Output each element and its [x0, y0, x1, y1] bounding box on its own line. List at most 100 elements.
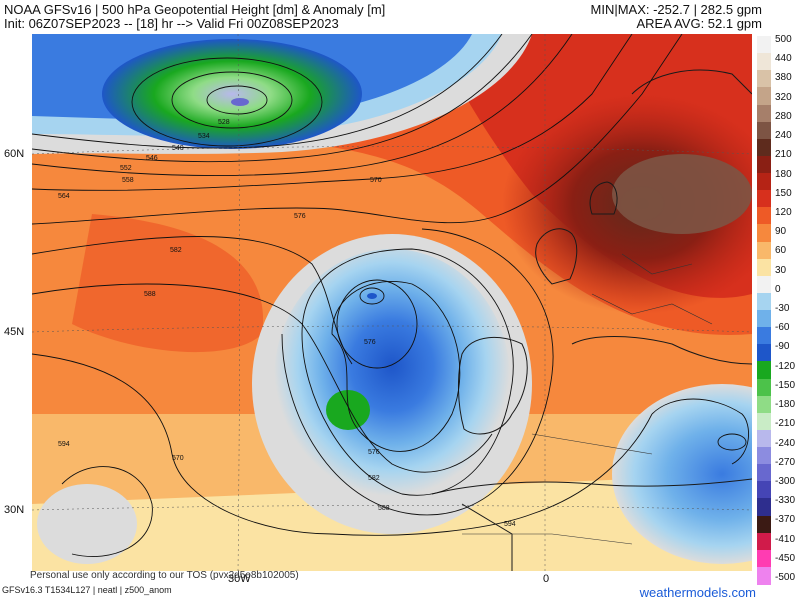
- mediterranean-low-anomaly: [612, 384, 752, 564]
- colorbar-label: -410: [775, 533, 796, 545]
- contour-label: 534: [198, 133, 210, 140]
- greenland-low-core: [102, 39, 362, 149]
- colorbar-swatch: [757, 515, 771, 534]
- colorbar-label: 210: [775, 149, 792, 161]
- colorbar-swatch: [757, 138, 771, 157]
- contour-label: 588: [144, 291, 156, 298]
- colorbar-swatch: [757, 121, 771, 140]
- contour-label: 564: [58, 193, 70, 200]
- model-info: GFSv16.3 T1534L127 | neatl | z500_anom: [2, 585, 172, 595]
- colorbar-label: -150: [775, 379, 796, 391]
- terms-of-service-note: Personal use only according to our TOS (…: [30, 570, 299, 581]
- height-contours: [32, 34, 749, 557]
- brand-link[interactable]: weathermodels.com: [639, 585, 756, 600]
- colorbar-swatch: [757, 378, 771, 397]
- colorbar-label: -210: [775, 418, 796, 430]
- colorbar-swatch: [757, 292, 771, 311]
- colorbar-label: -90: [775, 341, 790, 353]
- colorbar-label: 180: [775, 168, 792, 180]
- colorbar-label: 0: [775, 283, 781, 295]
- colorbar-label: -370: [775, 514, 796, 526]
- contour-label: 528: [218, 119, 230, 126]
- colorbar-label: -120: [775, 360, 796, 372]
- colorbar-swatch: [757, 447, 771, 465]
- cutoff-low-anomaly: [274, 249, 510, 509]
- colorbar-swatch: [757, 498, 771, 516]
- contour-label: 576: [294, 213, 306, 220]
- contour-label: 540: [172, 145, 184, 152]
- colorbar-swatch: [757, 361, 771, 379]
- colorbar-swatch: [757, 190, 771, 208]
- lon-label-30w: 30W: [228, 573, 251, 585]
- contour-label: 594: [504, 521, 516, 528]
- contour-label: 570: [172, 455, 184, 462]
- graticule: [32, 34, 752, 571]
- colorbar-label: -500: [775, 572, 796, 583]
- contour-label: 588: [378, 505, 390, 512]
- lat-label-60n: 60N: [4, 148, 25, 160]
- colorbar-swatch: [757, 310, 771, 328]
- contour-label: 582: [368, 475, 380, 482]
- colorbar-swatch: [757, 532, 771, 551]
- contour-label: 594: [58, 441, 70, 448]
- colorbar-label: 150: [775, 187, 792, 199]
- contour-label: 546: [146, 155, 158, 162]
- colorbar-label: -330: [775, 495, 796, 507]
- southwest-low-anomaly: [37, 484, 137, 564]
- colorbar-swatch: [757, 395, 771, 414]
- area-average-stat: AREA AVG: 52.1 gpm: [636, 16, 763, 31]
- map-title: NOAA GFSv16 | 500 hPa Geopotential Heigh…: [4, 2, 386, 17]
- anomaly-west-warm: [72, 214, 264, 353]
- colorbar-label: 320: [775, 91, 792, 103]
- colorbar-label: -180: [775, 399, 796, 411]
- colorbar-swatch: [757, 207, 771, 225]
- colorbar-label: -30: [775, 303, 790, 314]
- colorbar-label: 240: [775, 130, 792, 142]
- lat-label-45n: 45N: [4, 326, 25, 338]
- colorbar-label: -300: [775, 475, 796, 487]
- colorbar-swatch: [757, 429, 771, 448]
- colorbar-swatch: [757, 566, 771, 585]
- low-center-markers: [231, 98, 377, 299]
- colorbar-swatch: [757, 549, 771, 568]
- colorbar-label: -60: [775, 322, 790, 334]
- colorbar-swatch: [757, 344, 771, 362]
- contour-labels: 528 534 540 546 552 558 564 570 576 582 …: [58, 119, 516, 528]
- lon-label-0: 0: [543, 573, 550, 585]
- colorbar-swatch: [757, 36, 771, 54]
- colorbar-label: 30: [775, 264, 787, 276]
- colorbar-swatch: [757, 173, 771, 191]
- colorbar-swatch: [757, 53, 771, 71]
- colorbar-label: -270: [775, 456, 796, 468]
- colorbar-swatch: [757, 87, 771, 105]
- lat-label-30n: 30N: [4, 504, 25, 516]
- colorbar-swatch: [757, 241, 771, 260]
- cutoff-low-core: [326, 390, 370, 430]
- colorbar-label: 280: [775, 110, 792, 122]
- colorbar-swatch: [757, 327, 771, 345]
- colorbar-label: 120: [775, 206, 792, 218]
- colorbar-label: 380: [775, 72, 792, 84]
- colorbar-swatch: [757, 481, 771, 499]
- colorbar-label: -240: [775, 437, 796, 449]
- contour-label: 576: [368, 449, 380, 456]
- colorbar-swatch: [757, 155, 771, 174]
- min-max-stat: MIN|MAX: -252.7 | 282.5 gpm: [590, 2, 763, 17]
- colorbar-swatch: [757, 412, 771, 431]
- ridge-core-anomaly: [612, 154, 752, 234]
- colorbar-swatch: [757, 104, 771, 123]
- colorbar-label: 500: [775, 34, 792, 45]
- colorbar-swatch: [757, 70, 771, 88]
- colorbar-label: 90: [775, 226, 787, 238]
- colorbar-swatch: [757, 258, 771, 277]
- colorbar-swatch: [757, 464, 771, 482]
- anomaly-map: 528 534 540 546 552 558 564 570 576 582 …: [32, 34, 752, 571]
- contour-label: 576: [364, 339, 376, 346]
- borders: [462, 253, 713, 545]
- contour-label: 552: [120, 165, 132, 172]
- colorbar-label: -450: [775, 552, 796, 564]
- colorbar-label: 60: [775, 245, 787, 257]
- colorbar-swatch: [757, 275, 771, 294]
- contour-label: 570: [370, 177, 382, 184]
- colorbar-label: 440: [775, 53, 792, 65]
